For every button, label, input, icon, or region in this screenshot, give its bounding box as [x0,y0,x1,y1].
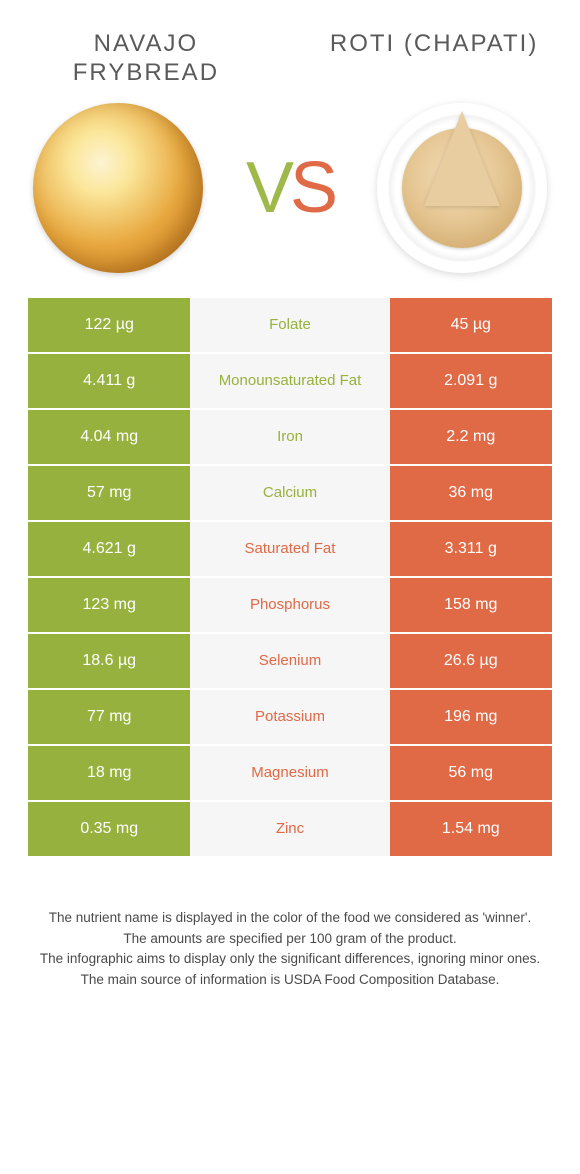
nutrient-name-cell: Folate [190,298,389,352]
left-value-cell: 123 mg [28,578,190,632]
table-row: 4.04 mgIron2.2 mg [28,410,552,466]
nutrient-name-cell: Zinc [190,802,389,856]
left-value-cell: 57 mg [28,466,190,520]
vs-s: S [290,148,334,228]
nutrient-name-cell: Calcium [190,466,389,520]
nutrient-name-cell: Selenium [190,634,389,688]
table-row: 77 mgPotassium196 mg [28,690,552,746]
left-value-cell: 77 mg [28,690,190,744]
frybread-illustration [33,103,203,273]
left-value-cell: 18 mg [28,746,190,800]
nutrient-name-cell: Monounsaturated Fat [190,354,389,408]
left-value-cell: 4.04 mg [28,410,190,464]
right-value-cell: 196 mg [390,690,552,744]
left-value-cell: 18.6 µg [28,634,190,688]
right-value-cell: 2.2 mg [390,410,552,464]
nutrient-name-cell: Saturated Fat [190,522,389,576]
left-value-cell: 4.411 g [28,354,190,408]
footnote-line: The main source of information is USDA F… [32,970,548,991]
nutrient-name-cell: Phosphorus [190,578,389,632]
table-row: 4.621 gSaturated Fat3.311 g [28,522,552,578]
table-row: 18.6 µgSelenium26.6 µg [28,634,552,690]
footnotes: The nutrient name is displayed in the co… [28,908,552,992]
table-row: 57 mgCalcium36 mg [28,466,552,522]
images-row: VS [28,98,552,278]
right-food-title: ROTI (CHAPATI) [316,30,552,88]
right-value-cell: 26.6 µg [390,634,552,688]
vs-label: VS [246,147,334,229]
nutrient-name-cell: Iron [190,410,389,464]
right-food-image [372,98,552,278]
table-row: 18 mgMagnesium56 mg [28,746,552,802]
comparison-infographic: NAVAJO FRYBREAD ROTI (CHAPATI) VS 122 µg… [0,0,580,1011]
left-value-cell: 122 µg [28,298,190,352]
left-value-cell: 0.35 mg [28,802,190,856]
right-value-cell: 1.54 mg [390,802,552,856]
right-value-cell: 158 mg [390,578,552,632]
right-value-cell: 3.311 g [390,522,552,576]
nutrient-name-cell: Magnesium [190,746,389,800]
left-food-title: NAVAJO FRYBREAD [28,30,264,88]
left-food-image [28,98,208,278]
titles-row: NAVAJO FRYBREAD ROTI (CHAPATI) [28,30,552,88]
nutrient-table: 122 µgFolate45 µg4.411 gMonounsaturated … [28,298,552,858]
table-row: 4.411 gMonounsaturated Fat2.091 g [28,354,552,410]
nutrient-name-cell: Potassium [190,690,389,744]
vs-v: V [246,148,290,228]
table-row: 122 µgFolate45 µg [28,298,552,354]
table-row: 0.35 mgZinc1.54 mg [28,802,552,858]
right-value-cell: 36 mg [390,466,552,520]
right-value-cell: 45 µg [390,298,552,352]
footnote-line: The infographic aims to display only the… [32,949,548,970]
table-row: 123 mgPhosphorus158 mg [28,578,552,634]
footnote-line: The amounts are specified per 100 gram o… [32,929,548,950]
roti-illustration [377,103,547,273]
footnote-line: The nutrient name is displayed in the co… [32,908,548,929]
right-value-cell: 56 mg [390,746,552,800]
right-value-cell: 2.091 g [390,354,552,408]
left-value-cell: 4.621 g [28,522,190,576]
